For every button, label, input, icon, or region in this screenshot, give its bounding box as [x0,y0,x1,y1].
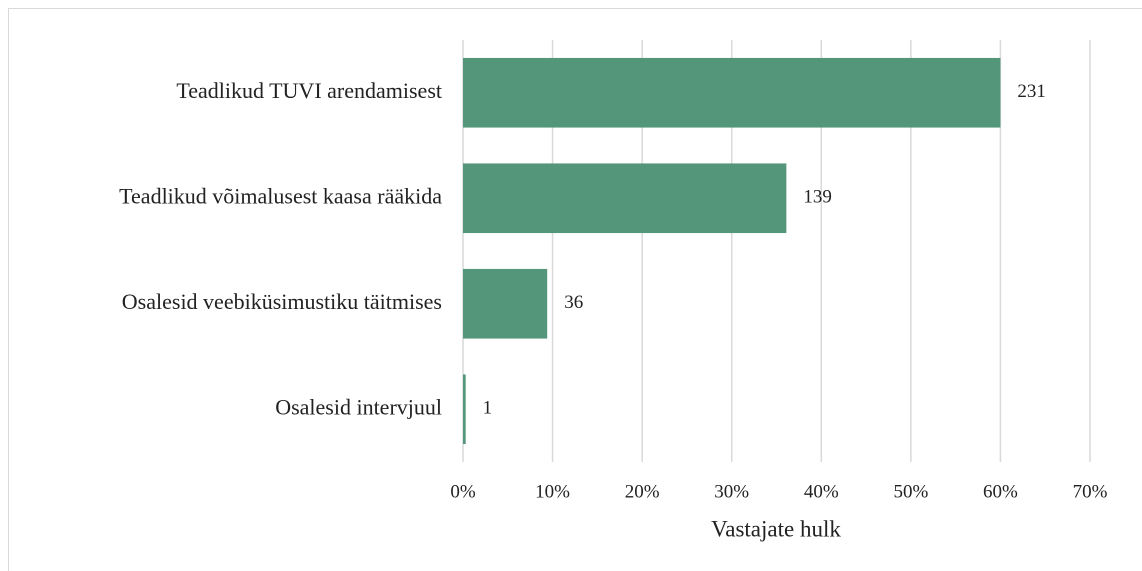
x-tick-label: 20% [625,481,660,502]
chart-frame [8,8,1142,571]
data-label: 36 [564,292,583,313]
x-axis-title: Vastajate hulk [711,516,841,541]
bar [463,57,1001,128]
bar [463,163,787,234]
x-tick-label: 60% [983,481,1018,502]
y-tick-label: Teadlikud võimalusest kaasa rääkida [119,183,442,208]
bar [463,268,548,339]
x-tick-label: 30% [714,481,749,502]
data-label: 139 [803,187,832,208]
x-tick-label: 10% [535,481,570,502]
x-tick-label: 0% [450,481,476,502]
x-tick-label: 70% [1073,481,1108,502]
data-label: 231 [1017,81,1046,102]
y-tick-label: Osalesid veebiküsimustiku täitmises [122,289,442,314]
y-tick-label: Osalesid intervjuul [275,394,442,419]
bar [463,374,466,445]
x-tick-label: 50% [893,481,928,502]
data-label: 1 [483,398,493,419]
x-tick-label: 40% [804,481,839,502]
y-tick-label: Teadlikud TUVI arendamisest [176,78,442,103]
